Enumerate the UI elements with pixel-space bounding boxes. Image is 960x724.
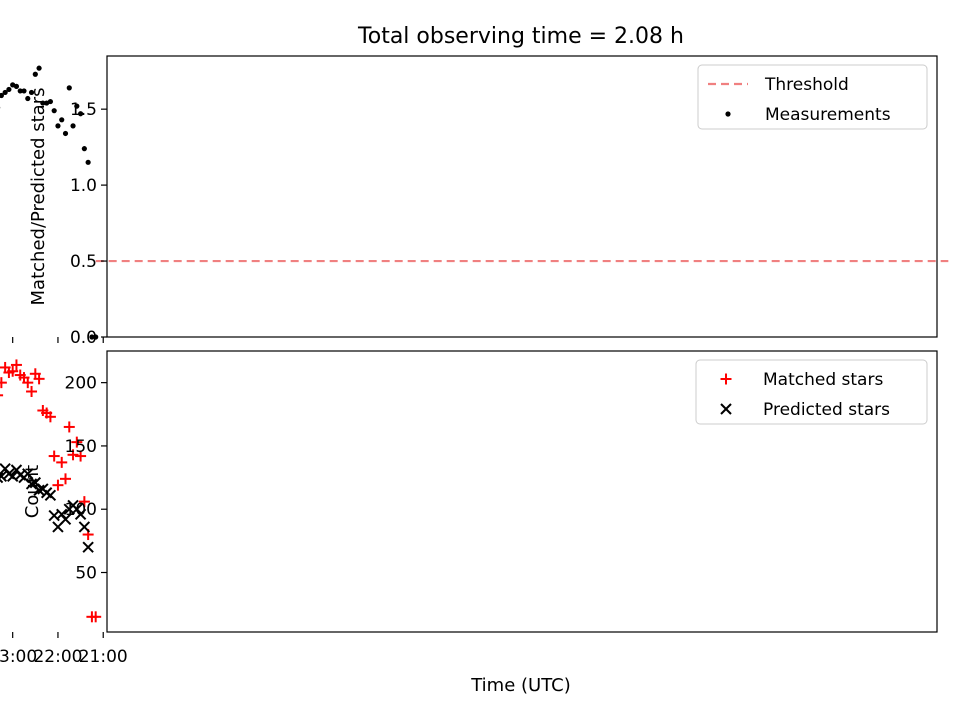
legend-label: Matched stars [763, 370, 883, 390]
y-tick-label: 0.5 [70, 252, 97, 272]
measurement-point [82, 146, 87, 151]
measurement-point [63, 131, 68, 136]
x-tick-label: 21:00 [79, 647, 128, 667]
y-tick-label: 1.0 [70, 176, 97, 196]
measurement-point [18, 88, 23, 93]
measurement-point [67, 85, 72, 90]
legend-label: Predicted stars [763, 400, 890, 420]
measurement-point [33, 72, 38, 77]
measurement-point [10, 82, 15, 87]
x-tick-label: 22:00 [33, 647, 82, 667]
legend-measurements-swatch [725, 111, 730, 116]
y-tick-label: 150 [65, 437, 97, 457]
y-tick-label: 1.5 [70, 100, 97, 120]
y-axis-label: Matched/Predicted stars [28, 88, 49, 306]
legend: Matched stars Predicted stars [696, 360, 927, 424]
legend: Threshold Measurements [698, 65, 927, 129]
measurement-point [59, 117, 64, 122]
measurement-point [52, 108, 57, 113]
measurement-point [86, 160, 91, 165]
y-tick-label: 0.0 [70, 328, 97, 348]
y-axis-label: Count [22, 465, 43, 518]
x-axis-label: Time (UTC) [470, 675, 571, 696]
measurement-point [36, 66, 41, 71]
y-tick-label: 50 [75, 564, 97, 584]
legend-label: Measurements [765, 105, 891, 125]
measurement-point [70, 123, 75, 128]
chart-title: Total observing time = 2.08 h [357, 24, 684, 49]
measurement-point [55, 123, 60, 128]
x-tick-label: 23:00 [0, 647, 37, 667]
y-tick-label: 100 [65, 500, 97, 520]
y-tick-label: 200 [65, 374, 97, 394]
legend-label: Threshold [764, 75, 849, 95]
